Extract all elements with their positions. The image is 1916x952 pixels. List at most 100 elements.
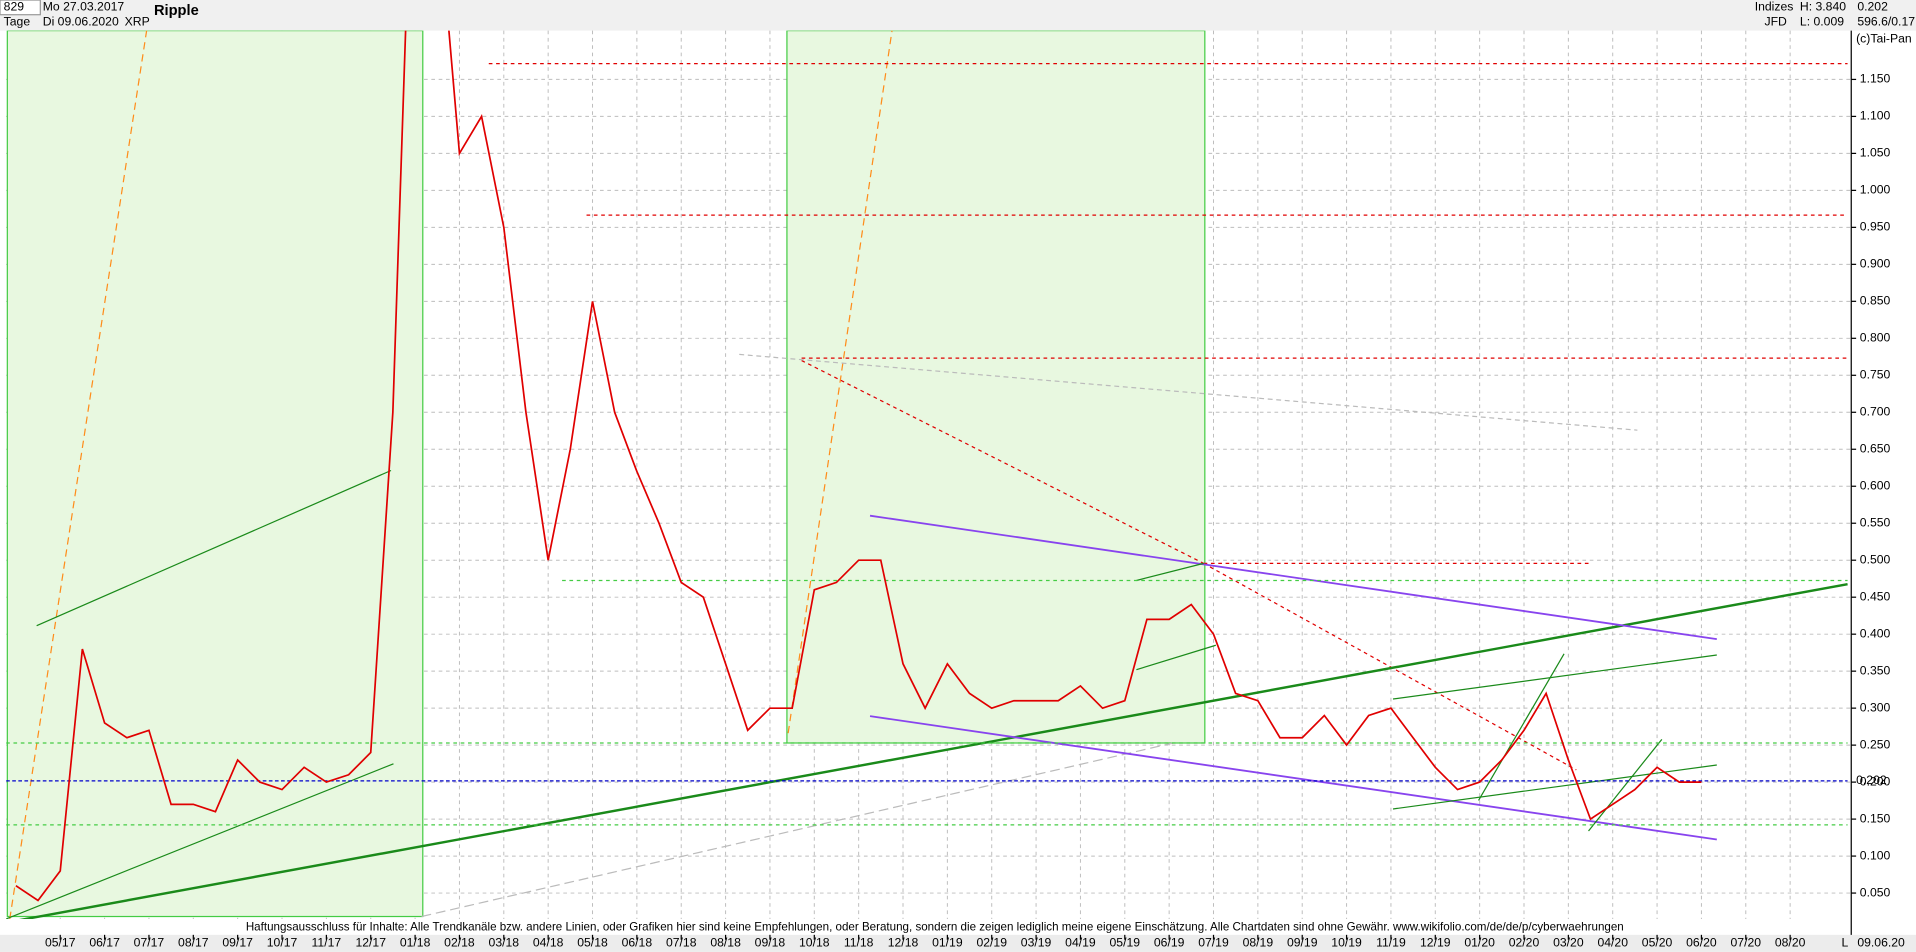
- zone: [786, 30, 1206, 744]
- x-tick-label: 08/19: [1243, 936, 1274, 950]
- trend-line: [1136, 644, 1217, 671]
- y-tick-label: 0.050: [1860, 885, 1891, 899]
- fan-line: [9, 30, 148, 919]
- y-tick-label: 1.000: [1860, 183, 1891, 197]
- y-tick-label: 0.250: [1860, 737, 1891, 751]
- scale-label: L: [1841, 936, 1848, 950]
- x-tick-label: 12/17: [355, 936, 386, 950]
- x-tick-label: 03/20: [1553, 936, 1584, 950]
- x-tick-label: 01/20: [1464, 936, 1495, 950]
- trend-line: [801, 359, 1204, 564]
- chart-title: Ripple: [154, 3, 199, 19]
- x-tick-label: 02/18: [444, 936, 475, 950]
- group: Indizes: [1755, 0, 1794, 14]
- x-tick-label: 03/19: [1021, 936, 1052, 950]
- y-tick-label: 0.750: [1860, 368, 1891, 382]
- x-tick-label: 07/18: [666, 936, 697, 950]
- x-tick-label: 02/20: [1509, 936, 1540, 950]
- last-date: 09.06.20: [1857, 936, 1905, 950]
- trend-line: [1203, 562, 1577, 771]
- channel-line: [869, 715, 1717, 841]
- trend-line: [739, 353, 1638, 431]
- volume: 596.6/0.17: [1857, 14, 1915, 28]
- y-tick-label: 0.100: [1860, 848, 1891, 862]
- y-tick-label: 1.150: [1860, 72, 1891, 86]
- trend-line: [1392, 764, 1717, 810]
- y-tick-label: 0.350: [1860, 663, 1891, 677]
- drawings: [6, 30, 1848, 919]
- x-tick-label: 03/18: [489, 936, 520, 950]
- x-tick-label: 09/19: [1287, 936, 1318, 950]
- header-bar: [0, 0, 1916, 31]
- y-tick-label: 0.850: [1860, 294, 1891, 308]
- source: JFD: [1764, 14, 1787, 28]
- last-price-label: 0.202: [1856, 773, 1887, 787]
- x-tick-label: 04/19: [1065, 936, 1096, 950]
- x-tick-label: 07/17: [134, 936, 165, 950]
- copyright: (c)Tai-Pan: [1856, 31, 1912, 45]
- x-tick-label: 11/17: [312, 936, 342, 950]
- start-date: Mo 27.03.2017: [43, 0, 125, 14]
- x-tick-label: 07/19: [1198, 936, 1229, 950]
- trend-line: [36, 469, 392, 627]
- y-tick-label: 0.600: [1860, 478, 1891, 492]
- x-axis-bar: [0, 934, 1916, 952]
- x-tick-label: 08/17: [178, 936, 209, 950]
- x-tick-label: 06/20: [1686, 936, 1717, 950]
- y-tick-label: 0.200: [1860, 774, 1891, 788]
- x-tick-label: 05/18: [577, 936, 608, 950]
- x-tick-label: 05/20: [1642, 936, 1673, 950]
- x-tick-label: 05/19: [1110, 936, 1141, 950]
- x-tick-label: 06/19: [1154, 936, 1185, 950]
- series-group: [15, 30, 1702, 902]
- x-tick-label: 06/17: [89, 936, 120, 950]
- x-tick-label: 12/18: [888, 936, 919, 950]
- y-tick-label: 1.100: [1860, 109, 1891, 123]
- trend-line: [1478, 653, 1565, 801]
- x-tick-label: 09/18: [755, 936, 786, 950]
- last-price-header: 0.202: [1857, 0, 1888, 14]
- channel-line: [869, 514, 1717, 641]
- x-tick-label: 12/19: [1420, 936, 1451, 950]
- id-box[interactable]: [0, 0, 41, 16]
- x-tick-label: 04/18: [533, 936, 564, 950]
- last-price-box: [1852, 773, 1897, 789]
- y-tick-label: 0.800: [1860, 331, 1891, 345]
- y-tick-label: 0.900: [1860, 257, 1891, 271]
- y-tick-label: 0.450: [1860, 589, 1891, 603]
- x-tick-label: 05/17: [45, 936, 76, 950]
- x-tick-label: 09/17: [222, 936, 253, 950]
- price-line: [15, 30, 1702, 902]
- x-tick-label: 10/19: [1331, 936, 1362, 950]
- y-tick-label: 0.650: [1860, 441, 1891, 455]
- trend-line: [421, 742, 1174, 918]
- y-tick-label: 0.550: [1860, 515, 1891, 529]
- x-tick-label: 06/18: [622, 936, 653, 950]
- trend-line: [19, 582, 1848, 919]
- trend-line: [1392, 654, 1717, 700]
- trend-line: [1588, 738, 1663, 832]
- y-tick-label: 0.300: [1860, 700, 1891, 714]
- trend-line: [6, 763, 394, 919]
- y-tick-label: 0.150: [1860, 811, 1891, 825]
- x-tick-label: 04/20: [1597, 936, 1628, 950]
- x-tick-label: 01/19: [932, 936, 963, 950]
- y-tick-label: 1.050: [1860, 146, 1891, 160]
- x-tick-label: 02/19: [976, 936, 1007, 950]
- x-tick-label: 08/18: [710, 936, 741, 950]
- trend-line: [1136, 562, 1204, 582]
- symbol: XRP: [125, 14, 150, 28]
- y-tick-label: 0.950: [1860, 220, 1891, 234]
- fan-line: [787, 30, 893, 734]
- y-tick-label: 0.400: [1860, 626, 1891, 640]
- x-tick-label: 11/18: [844, 936, 874, 950]
- period[interactable]: Tage: [4, 14, 31, 28]
- x-tick-label: 11/19: [1376, 936, 1406, 950]
- x-tick-label: 01/18: [400, 936, 431, 950]
- y-tick-label: 0.500: [1860, 552, 1891, 566]
- y-tick-label: 0.700: [1860, 404, 1891, 418]
- id[interactable]: 829: [4, 0, 25, 14]
- low: L: 0.009: [1800, 14, 1844, 28]
